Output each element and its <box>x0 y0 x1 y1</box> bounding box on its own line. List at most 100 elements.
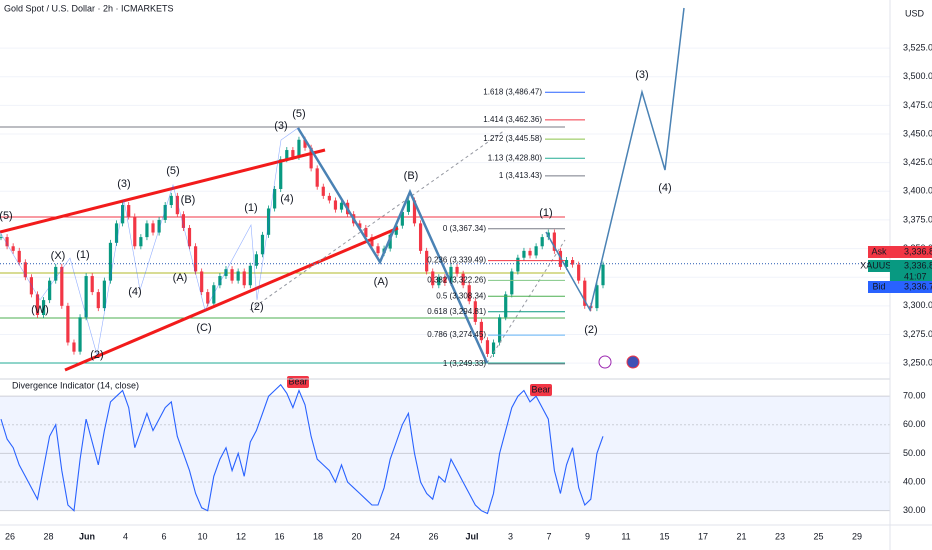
x-tick-label: 12 <box>236 531 246 541</box>
x-tick-label: 9 <box>585 531 590 541</box>
wave-label: (5) <box>0 210 13 222</box>
candle <box>139 237 143 247</box>
fib-label: 0 (3,367.34) <box>443 224 486 233</box>
candle <box>212 285 216 304</box>
candle <box>157 219 161 233</box>
fib-label: 1.414 (3,462.36) <box>483 115 542 124</box>
tag-price: 3,336.79 <box>904 281 932 291</box>
candle <box>0 237 3 239</box>
x-tick-label: 16 <box>274 531 284 541</box>
candle <box>388 234 392 249</box>
y-tick-label: 3,275.00 <box>903 329 932 339</box>
wave-label: (1) <box>244 202 257 214</box>
wave-label: (2) <box>584 324 597 336</box>
candle <box>273 189 277 209</box>
fib-label: 0.5 (3,308.34) <box>436 291 486 300</box>
indicator-pane: Divergence Indicator (14, close) Bear Bear <box>0 376 890 515</box>
candle <box>48 280 52 301</box>
x-tick-label: 23 <box>775 531 785 541</box>
candle <box>279 159 283 189</box>
candle <box>230 269 234 281</box>
candle <box>175 195 179 215</box>
candle <box>522 250 526 258</box>
y-tick-label: 30.00 <box>903 505 926 515</box>
candle <box>370 237 374 247</box>
wave-label: (4) <box>280 193 293 205</box>
wave-label: (X) <box>51 250 66 262</box>
x-tick-label: 17 <box>698 531 708 541</box>
candle <box>564 260 569 267</box>
candle <box>315 168 319 187</box>
x-tick-label: 4 <box>123 531 128 541</box>
candle <box>534 246 538 256</box>
candle <box>17 250 21 263</box>
candle <box>400 211 404 226</box>
candle <box>455 266 459 274</box>
candle <box>485 340 490 354</box>
y-tick-label: 60.00 <box>903 419 926 429</box>
tag-label: Bid <box>872 281 885 291</box>
x-tick-label: 11 <box>621 531 630 541</box>
wave-label: (2) <box>90 349 103 361</box>
candle <box>412 200 417 224</box>
countdown: 41:07 <box>904 271 927 281</box>
event-icon <box>626 355 640 369</box>
currency: USD <box>905 8 925 18</box>
candle <box>376 246 380 254</box>
candle <box>583 280 587 306</box>
projection-path <box>545 7 685 313</box>
x-tick-label: 28 <box>43 531 53 541</box>
fib-label: 0.618 (3,294.81) <box>427 307 486 316</box>
candle <box>570 260 575 265</box>
candle <box>510 271 514 295</box>
wave-path <box>0 127 299 356</box>
candle <box>193 246 198 272</box>
candle <box>96 292 100 309</box>
candle <box>491 342 496 354</box>
x-tick-label: 21 <box>736 531 746 541</box>
indicator-title: Divergence Indicator (14, close) <box>12 380 139 390</box>
tag-box <box>868 281 890 293</box>
candle <box>218 276 222 286</box>
indicator-line <box>0 383 604 515</box>
wave-label: (2) <box>250 301 263 313</box>
fib-label: 0.786 (3,274.45) <box>427 330 486 339</box>
candle <box>339 202 344 210</box>
y-tick-label: 50.00 <box>903 448 926 458</box>
x-tick-label: 20 <box>351 531 361 541</box>
candle <box>309 147 313 169</box>
fib-label: 1 (3,413.43) <box>499 171 542 180</box>
candle <box>443 277 447 283</box>
candle <box>254 254 258 266</box>
wave-label: (5) <box>166 165 179 177</box>
candle <box>248 265 252 286</box>
x-tick-label: 3 <box>508 531 513 541</box>
candle <box>187 227 192 247</box>
y-tick-label: 3,375.00 <box>903 214 932 224</box>
candle <box>163 205 167 220</box>
wave-label: (4) <box>128 286 141 298</box>
candle <box>540 237 544 247</box>
y-tick-label: 3,400.00 <box>903 186 932 196</box>
candle <box>133 216 137 247</box>
candle <box>260 234 265 255</box>
candle <box>102 280 106 309</box>
tag-price: 3,336.88 <box>904 246 932 256</box>
wave-label: (3) <box>274 120 287 132</box>
candle <box>108 242 113 281</box>
channel-line <box>64 226 399 372</box>
y-tick-label: 3,250.00 <box>903 357 932 367</box>
candle <box>364 227 368 238</box>
candle <box>236 271 240 281</box>
price-pane: 0 (3,367.34) 0.236 (3,339.49) 0.382 (3,322… <box>0 7 890 372</box>
candle <box>121 205 125 224</box>
candle <box>479 321 483 341</box>
candle <box>11 246 15 251</box>
chart-title: Gold Spot / U.S. Dollar · 2h · ICMARKETS <box>4 3 174 13</box>
y-tick-label: 3,425.00 <box>903 157 932 167</box>
candle <box>467 285 471 302</box>
x-tick-label: 10 <box>197 531 207 541</box>
x-tick-label: Jul <box>465 531 478 541</box>
